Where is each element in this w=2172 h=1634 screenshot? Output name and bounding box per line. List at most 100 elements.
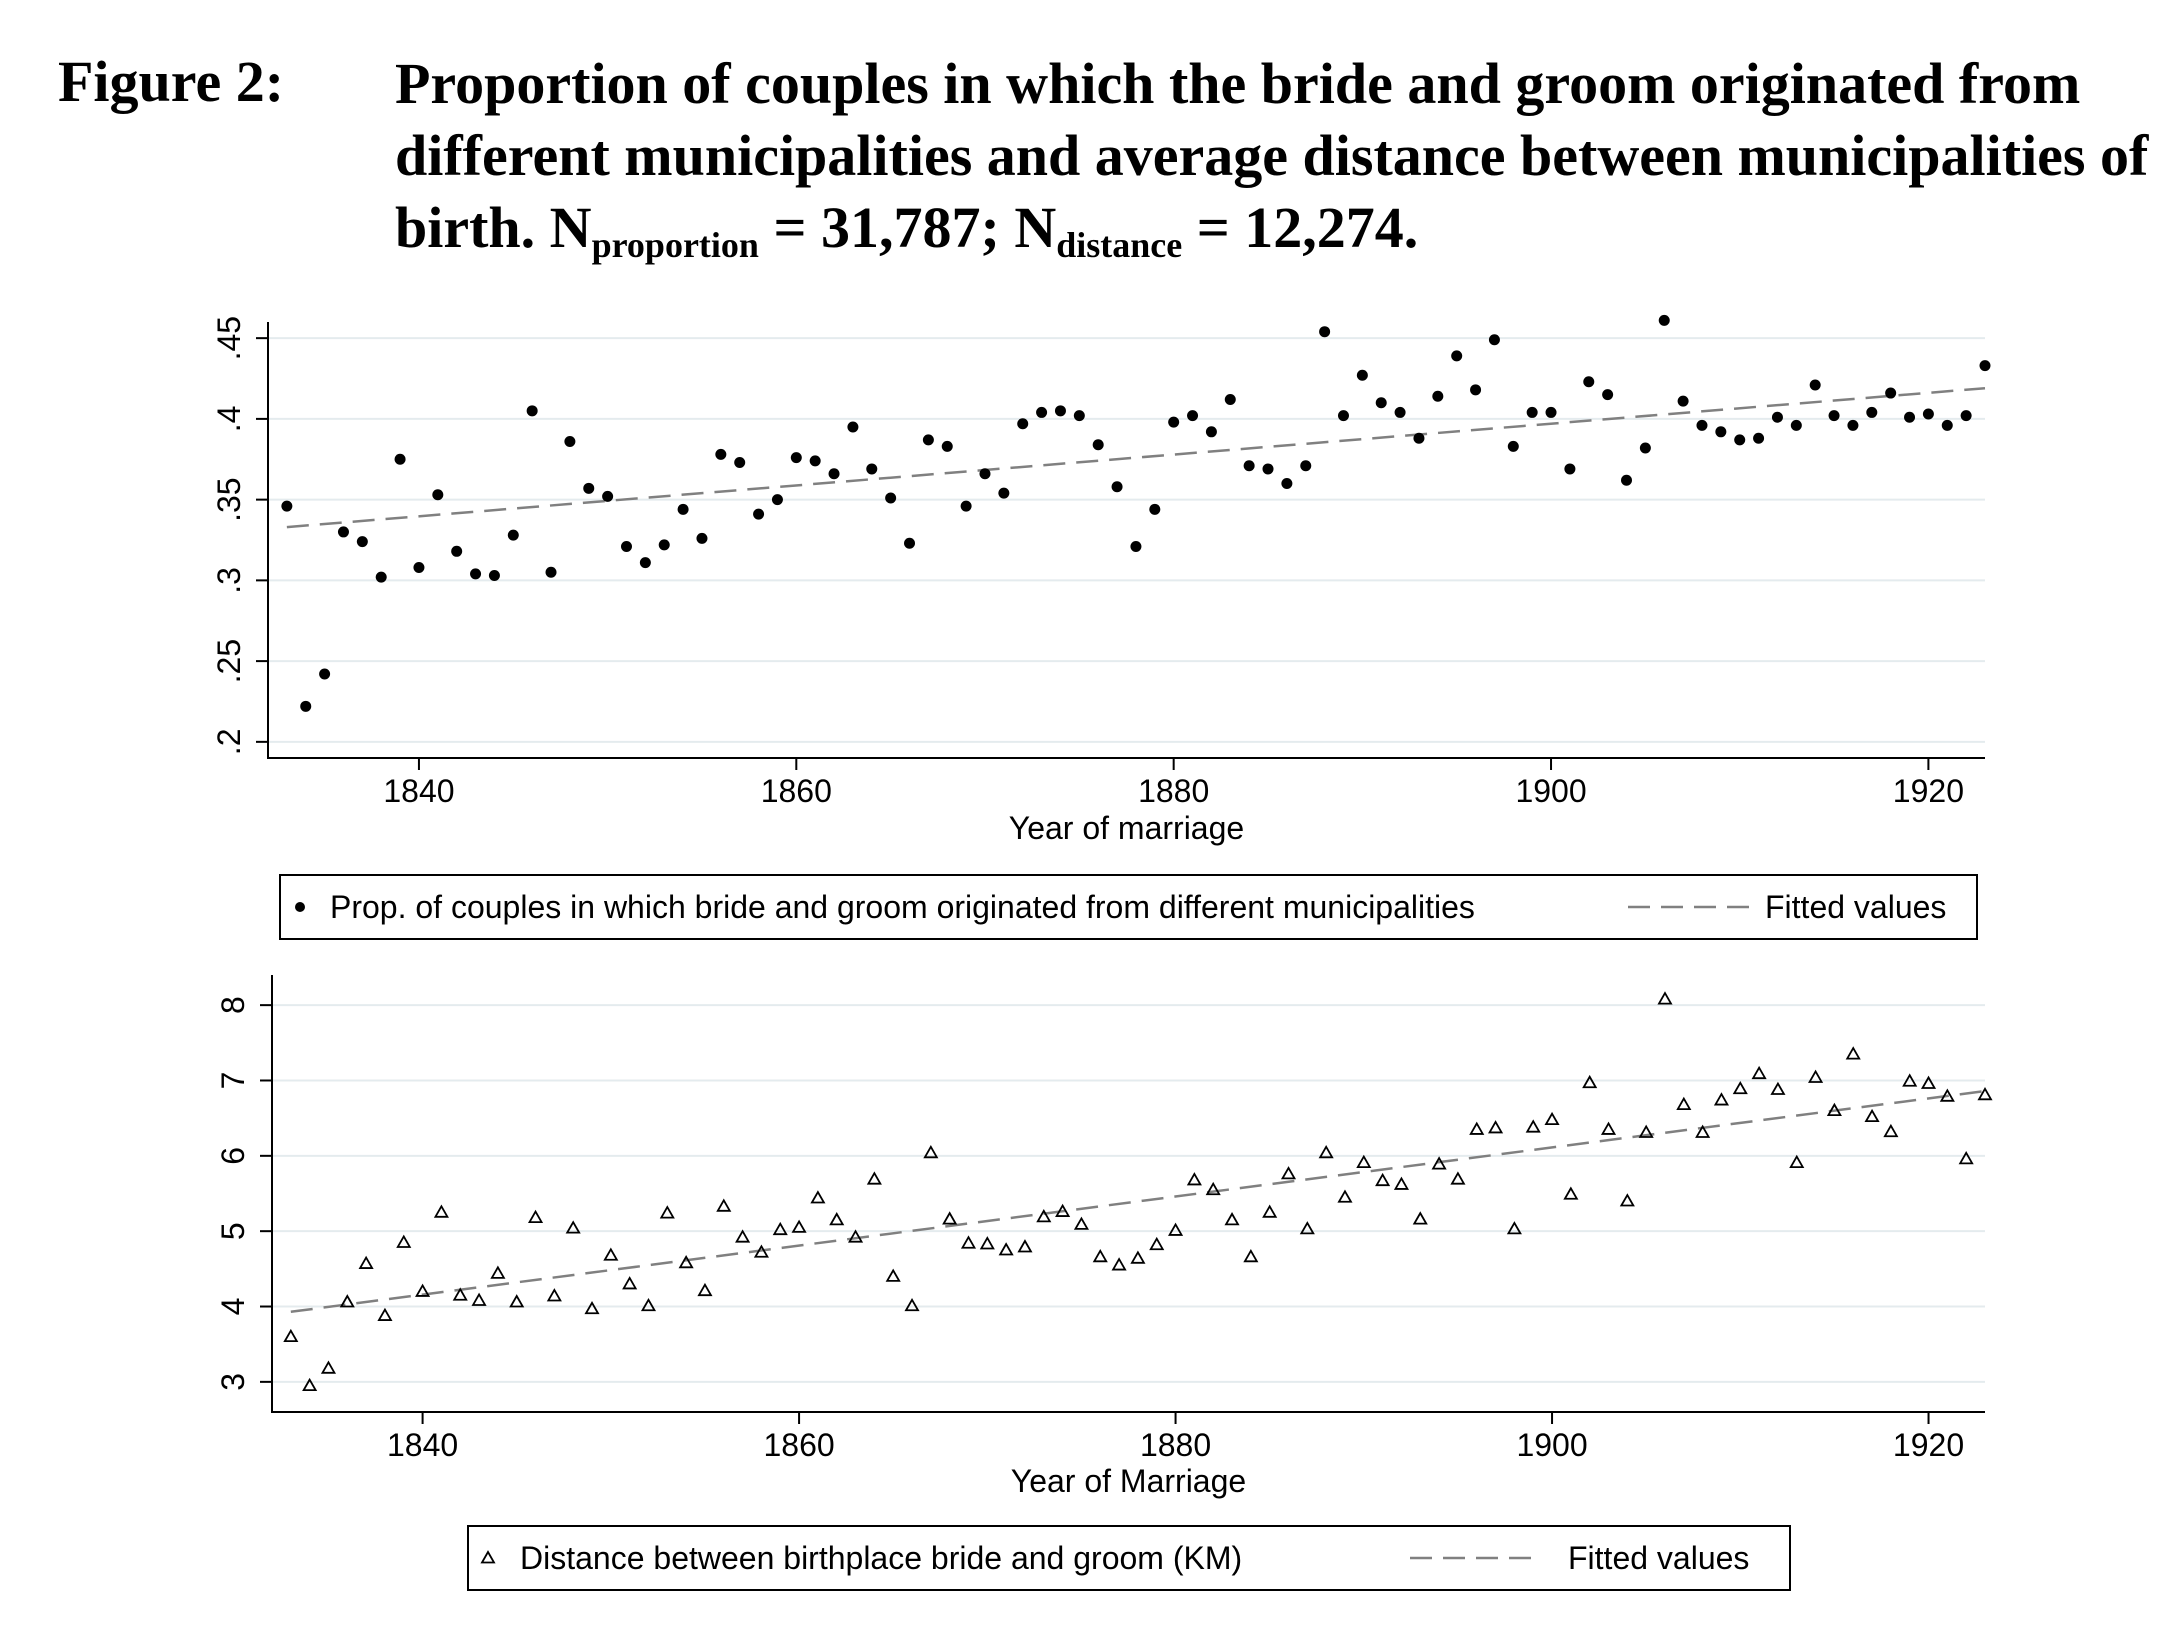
data-point [1318, 1144, 1334, 1159]
y-tick-label: .3 [211, 567, 247, 594]
x-tick-label: 1920 [1893, 773, 1964, 809]
data-point [415, 1283, 431, 1297]
y-tick-label: 4 [215, 1298, 251, 1316]
data-point [790, 452, 802, 464]
data-point [1809, 379, 1821, 391]
data-point [1734, 434, 1746, 446]
data-point [509, 1294, 525, 1308]
data-point [488, 570, 500, 582]
data-point [1544, 1111, 1560, 1126]
data-point [1205, 1181, 1221, 1196]
data-point [1280, 1166, 1297, 1180]
data-point [1149, 503, 1161, 515]
data-point [1224, 394, 1236, 406]
data-point [1732, 1080, 1748, 1095]
data-point [1638, 1124, 1654, 1138]
y-tick-label: 7 [215, 1072, 251, 1090]
data-point [809, 455, 821, 467]
data-point [433, 1204, 449, 1218]
x-tick-label: 1900 [1515, 773, 1586, 809]
data-point [1753, 432, 1765, 444]
data-point [998, 1242, 1014, 1256]
legend-marker [295, 902, 305, 912]
y-tick-label: .2 [211, 729, 247, 756]
data-point [1526, 406, 1538, 418]
legend-box [467, 1525, 1791, 1591]
data-point [1356, 369, 1368, 381]
data-point [1017, 418, 1029, 430]
data-point [829, 1212, 845, 1226]
data-point [1920, 1075, 1937, 1089]
data-point [979, 468, 991, 480]
data-point [1696, 419, 1708, 431]
data-point [1130, 1250, 1146, 1264]
figure-header: Figure 2: Proportion of couples in which… [0, 0, 2172, 280]
y-tick-label: .35 [211, 477, 247, 521]
figure-title-subscript-distance: distance [1056, 225, 1183, 265]
data-point [1356, 1154, 1372, 1169]
x-tick-label: 1880 [1140, 1427, 1211, 1463]
data-point [583, 482, 595, 494]
data-point [678, 1255, 694, 1269]
data-point [1413, 432, 1425, 444]
data-point [960, 500, 972, 512]
data-point [527, 1209, 544, 1224]
data-point [337, 526, 349, 538]
data-point [1977, 1086, 1993, 1101]
data-point [1036, 406, 1048, 418]
data-point [1545, 406, 1557, 418]
data-point [658, 539, 670, 551]
fitted-values-line [286, 386, 1986, 529]
data-point [1205, 426, 1217, 438]
data-point [602, 490, 614, 502]
data-point [1337, 1189, 1353, 1203]
figure-title: Proportion of couples in which the bride… [395, 48, 2155, 264]
y-tick-label: 6 [215, 1147, 251, 1165]
data-point [1941, 419, 1953, 431]
y-tick-label: .25 [211, 639, 247, 683]
data-point [772, 1221, 788, 1236]
data-point [866, 463, 878, 475]
data-point [960, 1235, 977, 1249]
legend-label-fitted: Fitted values [1568, 1540, 1749, 1576]
data-point [753, 508, 765, 520]
data-point [979, 1236, 995, 1250]
data-point [1902, 1073, 1918, 1087]
data-point [377, 1307, 393, 1321]
data-point [1450, 1171, 1466, 1185]
data-point [283, 1328, 299, 1343]
data-point [885, 1268, 901, 1282]
data-point [319, 668, 331, 680]
data-point [452, 1287, 468, 1301]
y-tick-label: .45 [211, 316, 247, 360]
data-point [584, 1300, 600, 1315]
data-point [639, 557, 651, 569]
data-point [1958, 1151, 1974, 1165]
data-point [1130, 540, 1142, 552]
data-point [1639, 442, 1651, 454]
data-point [1168, 1222, 1184, 1236]
figure-title-end: = 12,274. [1182, 195, 1419, 260]
data-point [1243, 1248, 1259, 1263]
data-point [281, 500, 293, 512]
data-point [339, 1294, 355, 1308]
data-point [1470, 384, 1482, 396]
data-point [734, 456, 746, 468]
data-point [1979, 360, 1991, 372]
figure-label: Figure 2: [58, 49, 285, 114]
data-point [1602, 389, 1614, 401]
y-tick-label: 5 [215, 1222, 251, 1240]
y-tick-label: 3 [215, 1373, 251, 1391]
data-point [1904, 411, 1916, 423]
data-point [1751, 1065, 1767, 1080]
x-tick-label: 1880 [1138, 773, 1209, 809]
data-point [1111, 481, 1123, 493]
data-point [998, 487, 1010, 499]
x-tick-label: 1900 [1516, 1427, 1587, 1463]
data-point [526, 405, 538, 417]
x-axis-title: Year of marriage [1009, 810, 1244, 846]
data-point [413, 561, 425, 573]
data-point [320, 1360, 337, 1374]
data-point [396, 1234, 412, 1248]
data-point [1621, 474, 1633, 486]
